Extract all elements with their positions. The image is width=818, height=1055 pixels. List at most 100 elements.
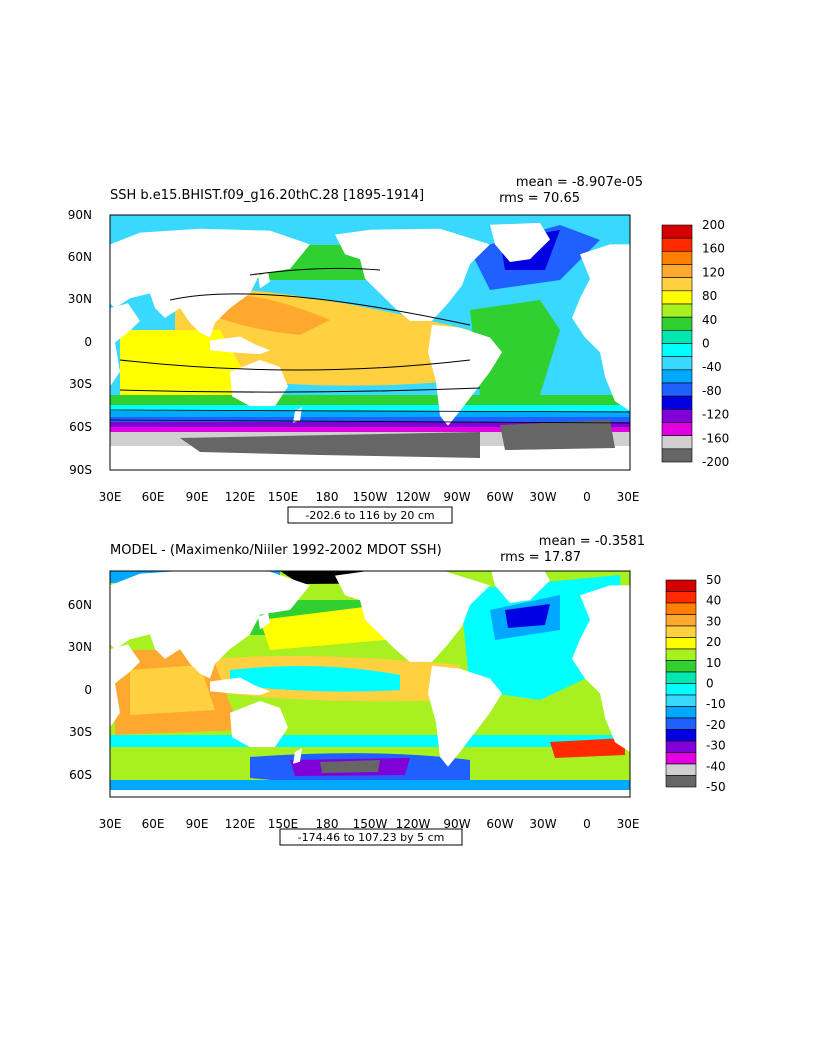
lat-label: 30S <box>69 377 92 391</box>
colorbar-swatch <box>665 614 697 627</box>
colorbar-label: -120 <box>702 408 729 422</box>
lon-label: 90W <box>443 490 470 504</box>
colorbar-swatch <box>661 422 693 436</box>
lon-label: 60E <box>142 490 165 504</box>
colorbar-swatch <box>665 775 697 788</box>
colorbar-swatch <box>661 277 693 292</box>
lon-label: 30E <box>617 490 640 504</box>
lat-label: 60N <box>68 250 92 264</box>
lon-label: 30E <box>99 817 122 831</box>
colorbar-swatch <box>661 224 693 239</box>
colorbar-ssh: 200 160 120 80 40 0 -40 -80 -120 -160 -200 <box>661 218 729 469</box>
colorbar-label: 80 <box>702 289 717 303</box>
colorbar-label: -10 <box>706 697 726 711</box>
colorbar-label: 40 <box>702 313 717 327</box>
contour-info: -202.6 to 116 by 20 cm <box>305 509 434 522</box>
lon-label: 180 <box>316 490 339 504</box>
panel-title: SSH b.e15.BHIST.f09_g16.20thC.28 [1895-1… <box>110 188 424 203</box>
lat-label: 30N <box>68 292 92 306</box>
colorbar-swatch <box>665 740 697 753</box>
lat-label: 60N <box>68 598 92 612</box>
lat-label: 60S <box>69 420 92 434</box>
colorbar-swatch <box>665 683 697 696</box>
lon-label: 60W <box>486 817 513 831</box>
colorbar-swatch <box>661 303 693 318</box>
colorbar-swatch <box>665 648 697 661</box>
lon-label: 90W <box>443 817 470 831</box>
colorbar-swatch <box>665 752 697 765</box>
lon-label: 150W <box>353 490 388 504</box>
colorbar-label: 50 <box>706 573 721 587</box>
colorbar-label: -40 <box>702 360 722 374</box>
lon-axis: 30E 60E 90E 120E 150E 180 150W 120W 90W … <box>99 817 640 831</box>
lon-label: 0 <box>583 490 591 504</box>
colorbar-label: -40 <box>706 759 726 773</box>
colorbar-swatch <box>661 356 693 371</box>
lat-label: 0 <box>84 683 92 697</box>
colorbar-label: 120 <box>702 265 725 279</box>
colorbar-label: 30 <box>706 614 721 628</box>
colorbar-label: 40 <box>706 594 721 608</box>
colorbar-swatch <box>665 717 697 730</box>
rms-stat: rms = 17.87 <box>500 550 581 565</box>
colorbar-label: -160 <box>702 431 729 445</box>
lat-label: 30N <box>68 640 92 654</box>
lon-label: 120E <box>225 817 256 831</box>
colorbar-swatch <box>665 602 697 615</box>
colorbar-swatch <box>661 237 693 252</box>
colorbar-label: 200 <box>702 218 725 232</box>
colorbar-label: -50 <box>706 780 726 794</box>
lon-label: 150E <box>268 817 299 831</box>
colorbar-swatch <box>665 660 697 673</box>
colorbar-swatch <box>661 251 693 265</box>
lat-label: 0 <box>84 335 92 349</box>
ssh-field <box>110 215 630 470</box>
lat-axis: 90N 60N 30N 0 30S 60S 90S <box>68 208 92 477</box>
lon-label: 60W <box>486 490 513 504</box>
lon-label: 90E <box>186 817 209 831</box>
colorbar-swatch <box>665 591 697 604</box>
colorbar-swatch <box>665 671 697 684</box>
panel-model-minus-obs: MODEL - (Maximenko/Niiler 1992-2002 MDOT… <box>68 534 726 846</box>
colorbar-swatch <box>665 706 697 719</box>
lat-label: 30S <box>69 725 92 739</box>
lon-label: 150E <box>268 490 299 504</box>
colorbar-label: 0 <box>702 337 710 351</box>
lon-label: 150W <box>353 817 388 831</box>
colorbar-swatch <box>665 694 697 707</box>
colorbar-label: -200 <box>702 455 729 469</box>
colorbar-swatch <box>661 448 693 463</box>
lon-label: 30E <box>99 490 122 504</box>
contour-info-box <box>279 828 463 846</box>
lon-label: 0 <box>583 817 591 831</box>
contour-info: -174.46 to 107.23 by 5 cm <box>298 831 445 844</box>
lon-label: 120W <box>396 490 431 504</box>
lon-label: 180 <box>316 817 339 831</box>
lat-axis: 60N 30N 0 30S 60S <box>68 598 92 782</box>
colorbar-model-minus-obs: 50 40 30 20 10 0 -10 -20 -30 -40 -50 <box>665 573 726 794</box>
lon-label: 30W <box>529 817 556 831</box>
colorbar-swatch <box>661 382 693 397</box>
map-model-minus-obs <box>109 570 631 798</box>
difference-field <box>110 571 630 797</box>
rms-stat: rms = 70.65 <box>499 191 580 206</box>
lat-label: 90S <box>69 463 92 477</box>
colorbar-swatch <box>661 290 693 305</box>
colorbar-swatch <box>665 763 697 776</box>
colorbar-swatch <box>661 316 693 331</box>
colorbar-label: 10 <box>706 656 721 670</box>
colorbar-swatch <box>661 395 693 410</box>
colorbar-label: 20 <box>706 635 721 649</box>
lon-label: 30W <box>529 490 556 504</box>
map-ssh <box>109 214 631 471</box>
colorbar-swatch <box>661 330 693 344</box>
lon-label: 120E <box>225 490 256 504</box>
colorbar-swatch <box>661 435 693 450</box>
lat-label: 60S <box>69 768 92 782</box>
colorbar-swatch <box>661 343 693 357</box>
lon-label: 120W <box>396 817 431 831</box>
contour-info-box <box>287 506 453 524</box>
colorbar-swatch <box>665 625 697 638</box>
colorbar-label: 0 <box>706 677 714 691</box>
